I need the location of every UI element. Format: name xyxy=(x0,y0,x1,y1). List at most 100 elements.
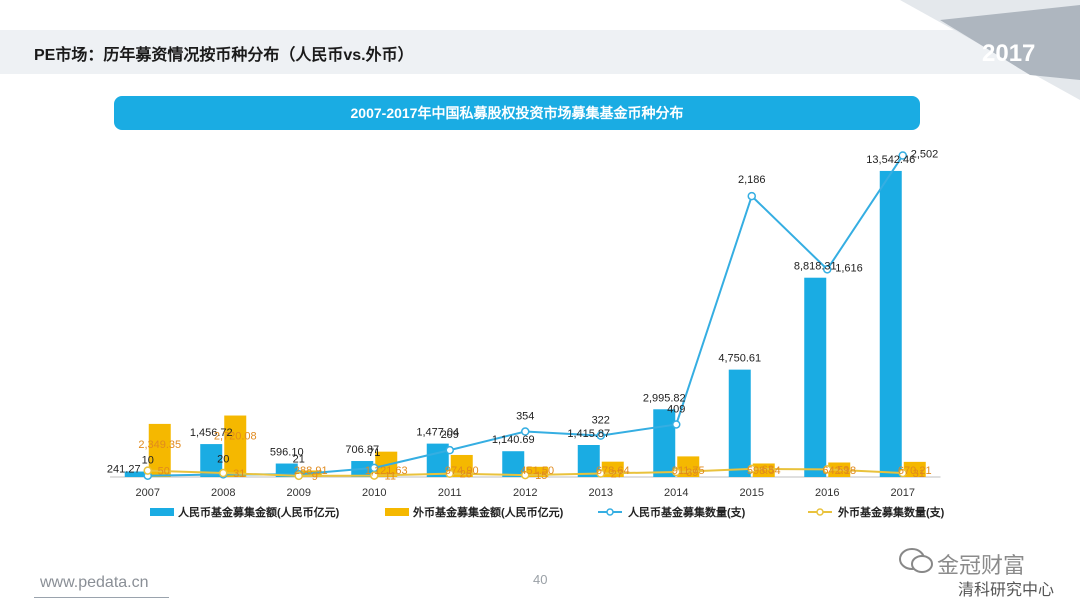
data-label-rmb-amount: 4,750.61 xyxy=(718,353,761,365)
chart-title: 2007-2017年中国私募股权投资市场募集基金币种分布 xyxy=(114,96,920,130)
point-rmb-count xyxy=(672,420,681,429)
bar-rmb-amount xyxy=(124,471,147,477)
point-fx-count xyxy=(143,466,152,475)
point-fx-count xyxy=(521,470,530,480)
data-label-rmb-amount: 1,415.87 xyxy=(567,428,610,440)
data-label-fx-amount: 974.90 xyxy=(445,465,479,477)
footer-divider xyxy=(34,597,169,598)
data-label-fx-amount: 451.50 xyxy=(520,465,554,477)
legend-label: 人民币基金募集数量(支) xyxy=(628,505,746,519)
point-fx-count xyxy=(747,464,756,474)
data-label-rmb-amount: 13,542.46 xyxy=(866,154,915,166)
legend-swatch xyxy=(150,508,174,516)
data-label-fx-count: 31 xyxy=(233,468,245,480)
bar-fx-amount xyxy=(148,423,171,477)
data-label-rmb-amount: 1,456.72 xyxy=(190,427,233,439)
point-rmb-count xyxy=(898,151,907,160)
data-label-fx-amount: 911.75 xyxy=(672,465,705,477)
x-tick-label: 2007 xyxy=(136,487,160,499)
data-label-rmb-count: 2,186 xyxy=(738,174,766,186)
x-tick-label: 2008 xyxy=(211,487,235,499)
data-label-fx-count: 9 xyxy=(312,471,318,483)
data-label-fx-count: 15 xyxy=(535,470,547,482)
bar-fx-amount xyxy=(752,463,775,477)
point-fx-count xyxy=(672,467,681,477)
bar-rmb-amount xyxy=(879,170,902,477)
data-label-rmb-amount: 1,140.69 xyxy=(492,434,535,446)
bar-fx-amount xyxy=(450,454,473,477)
point-fx-count xyxy=(823,465,832,474)
x-tick-label: 2011 xyxy=(438,487,462,499)
data-label-rmb-amount: 596.10 xyxy=(270,447,304,459)
data-label-fx-count: 31 xyxy=(913,468,925,480)
x-tick-label: 2009 xyxy=(287,487,311,499)
data-label-rmb-count: 209 xyxy=(441,429,459,441)
bar-fx-amount xyxy=(526,466,549,477)
data-label-rmb-count: 322 xyxy=(592,415,610,427)
page-title: PE市场：历年募资情况按币种分布（人民币vs.外币） xyxy=(34,47,414,64)
data-label-fx-count: 59 xyxy=(837,464,849,476)
bar-fx-amount xyxy=(224,415,247,477)
header-band xyxy=(0,30,1080,74)
point-fx-count xyxy=(898,468,907,478)
data-label-fx-count: 26 xyxy=(460,469,472,481)
data-label-fx-amount: 1,121.63 xyxy=(365,465,408,477)
data-label-rmb-count: 2,502 xyxy=(911,148,939,160)
point-fx-count xyxy=(294,471,303,481)
corner-decoration xyxy=(900,0,1080,100)
legend-label: 人民币基金募集金额(人民币亿元) xyxy=(178,505,340,519)
point-fx-count xyxy=(596,469,605,478)
data-label-fx-amount: 598.54 xyxy=(747,465,781,477)
x-tick-label: 2012 xyxy=(513,487,537,499)
year-badge: 2017 xyxy=(982,40,1036,67)
data-label-fx-count: 11 xyxy=(385,471,396,483)
bar-rmb-amount xyxy=(804,277,827,477)
data-label-rmb-amount: 8,818.31 xyxy=(794,261,837,273)
data-label-rmb-count: 1,616 xyxy=(835,262,863,274)
data-label-rmb-count: 10 xyxy=(142,455,154,467)
point-rmb-count xyxy=(823,265,832,274)
legend-label: 外币基金募集金额(人民币亿元) xyxy=(412,505,564,519)
data-label-fx-count: 50 xyxy=(158,466,170,478)
data-label-rmb-count: 354 xyxy=(516,411,534,423)
point-fx-count xyxy=(370,471,379,480)
watermark-main: 金冠财富 xyxy=(937,553,1026,578)
point-fx-count xyxy=(219,468,228,478)
wechat-icon xyxy=(899,548,933,573)
point-fx-count xyxy=(445,469,454,478)
bar-rmb-amount xyxy=(728,369,751,477)
watermark-sub: 清科研究中心 xyxy=(958,582,1055,599)
data-label-fx-amount: 678.64 xyxy=(596,465,630,477)
data-label-rmb-amount: 241.27 xyxy=(107,464,141,476)
legend-swatch xyxy=(385,508,409,516)
legend-swatch-marker xyxy=(606,508,614,516)
data-label-rmb-count: 21 xyxy=(293,453,305,465)
bar-fx-amount xyxy=(903,461,926,477)
x-tick-label: 2016 xyxy=(815,487,839,499)
data-label-rmb-count: 71 xyxy=(368,447,380,459)
x-tick-label: 2014 xyxy=(664,487,688,499)
data-label-fx-amount: 2,349.35 xyxy=(138,439,181,451)
page-number: 40 xyxy=(533,572,548,587)
data-label-fx-count: 27 xyxy=(611,469,623,481)
point-rmb-count xyxy=(747,191,756,201)
footer-url[interactable]: www.pedata.cn xyxy=(40,574,149,591)
point-rmb-count xyxy=(445,445,454,455)
bar-rmb-amount xyxy=(502,451,525,477)
bar-rmb-amount xyxy=(577,445,600,477)
data-label-fx-amount: 642.18 xyxy=(822,465,856,477)
data-label-rmb-count: 20 xyxy=(217,453,229,465)
x-tick-label: 2010 xyxy=(362,487,386,499)
x-tick-label: 2017 xyxy=(891,487,915,499)
x-tick-label: 2015 xyxy=(740,487,764,499)
data-label-rmb-amount: 706.87 xyxy=(345,444,379,456)
point-rmb-count xyxy=(596,431,605,440)
data-label-fx-amount: 2,720.08 xyxy=(214,431,257,443)
data-label-rmb-amount: 1,477.04 xyxy=(416,427,459,439)
legend-label: 外币基金募集数量(支) xyxy=(837,505,945,519)
data-label-fx-count: 63 xyxy=(762,464,774,476)
data-label-fx-count: 39 xyxy=(686,467,698,479)
point-rmb-count xyxy=(521,427,530,436)
bar-rmb-amount xyxy=(200,444,223,477)
